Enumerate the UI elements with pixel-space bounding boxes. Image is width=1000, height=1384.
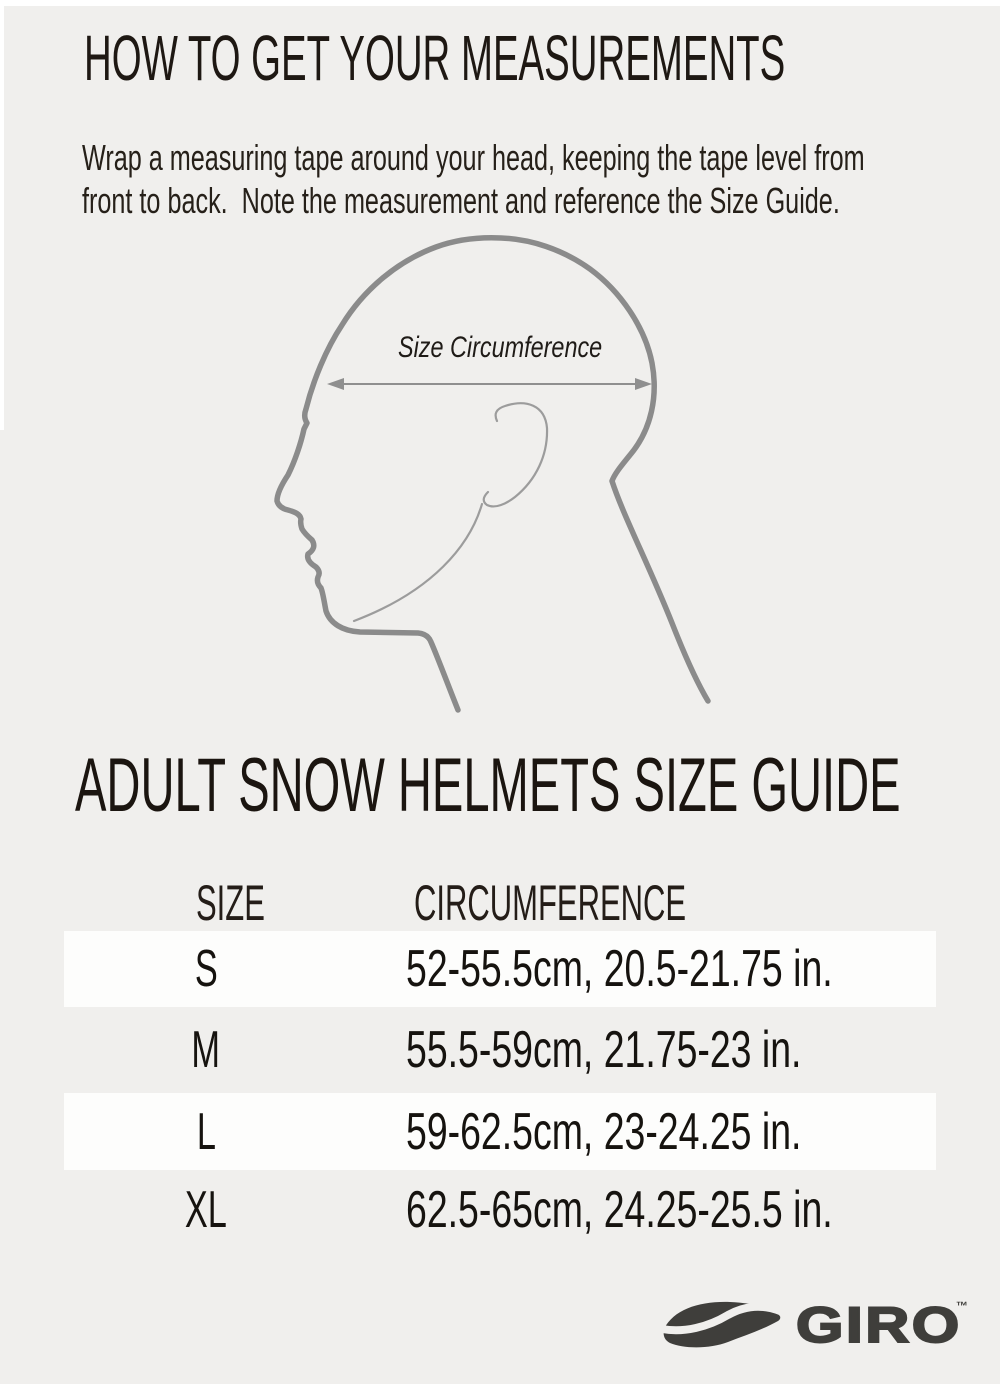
size-cell: XL (185, 1181, 227, 1239)
instructions-line-2: front to back. Note the measurement and … (82, 180, 840, 221)
column-header-circumference: CIRCUMFERENCE (414, 875, 687, 931)
giro-wordmark: GIRO (795, 1296, 962, 1354)
giro-eye-icon (660, 1301, 784, 1348)
giro-logo: GIRO ™ (660, 1296, 968, 1355)
trademark-symbol: ™ (956, 1299, 968, 1313)
table-row-s: S 52-55.5cm, 20.5-21.75 in. (64, 931, 936, 1007)
circumference-cell: 52-55.5cm, 20.5-21.75 in. (406, 940, 833, 998)
size-guide-heading: ADULT SNOW HELMETS SIZE GUIDE (75, 743, 901, 828)
scan-edge-left (0, 0, 4, 430)
circumference-arrow (327, 378, 652, 390)
circumference-cell: 55.5-59cm, 21.75-23 in. (406, 1021, 802, 1079)
scan-edge-top (0, 0, 1000, 6)
head-profile-illustration (274, 235, 711, 713)
head-outline-path (274, 235, 711, 713)
table-row-xl: XL 62.5-65cm, 24.25-25.5 in. (0, 1170, 1000, 1250)
circumference-label: Size Circumference (398, 331, 603, 364)
table-row-m: M 55.5-59cm, 21.75-23 in. (0, 1007, 1000, 1093)
size-table-header: SIZE CIRCUMFERENCE (0, 876, 1000, 930)
circumference-cell: 59-62.5cm, 23-24.25 in. (406, 1102, 802, 1161)
table-row-l: L 59-62.5cm, 23-24.25 in. (64, 1093, 936, 1170)
page-title: HOW TO GET YOUR MEASUREMENTS (84, 21, 1000, 95)
page-title-text: HOW TO GET YOUR MEASUREMENTS (84, 22, 786, 94)
instructions-paragraph: Wrap a measuring tape around your head, … (82, 136, 1000, 222)
size-cell: L (196, 1102, 216, 1161)
head-measurement-diagram: Size Circumference (268, 233, 728, 738)
column-header-size: SIZE (196, 875, 265, 931)
size-cell: M (191, 1021, 221, 1079)
jaw-line-path (352, 502, 484, 623)
circumference-cell: 62.5-65cm, 24.25-25.5 in. (406, 1181, 833, 1239)
instructions-line-1: Wrap a measuring tape around your head, … (82, 137, 865, 178)
ear-path (482, 402, 549, 508)
size-cell: S (194, 940, 218, 998)
